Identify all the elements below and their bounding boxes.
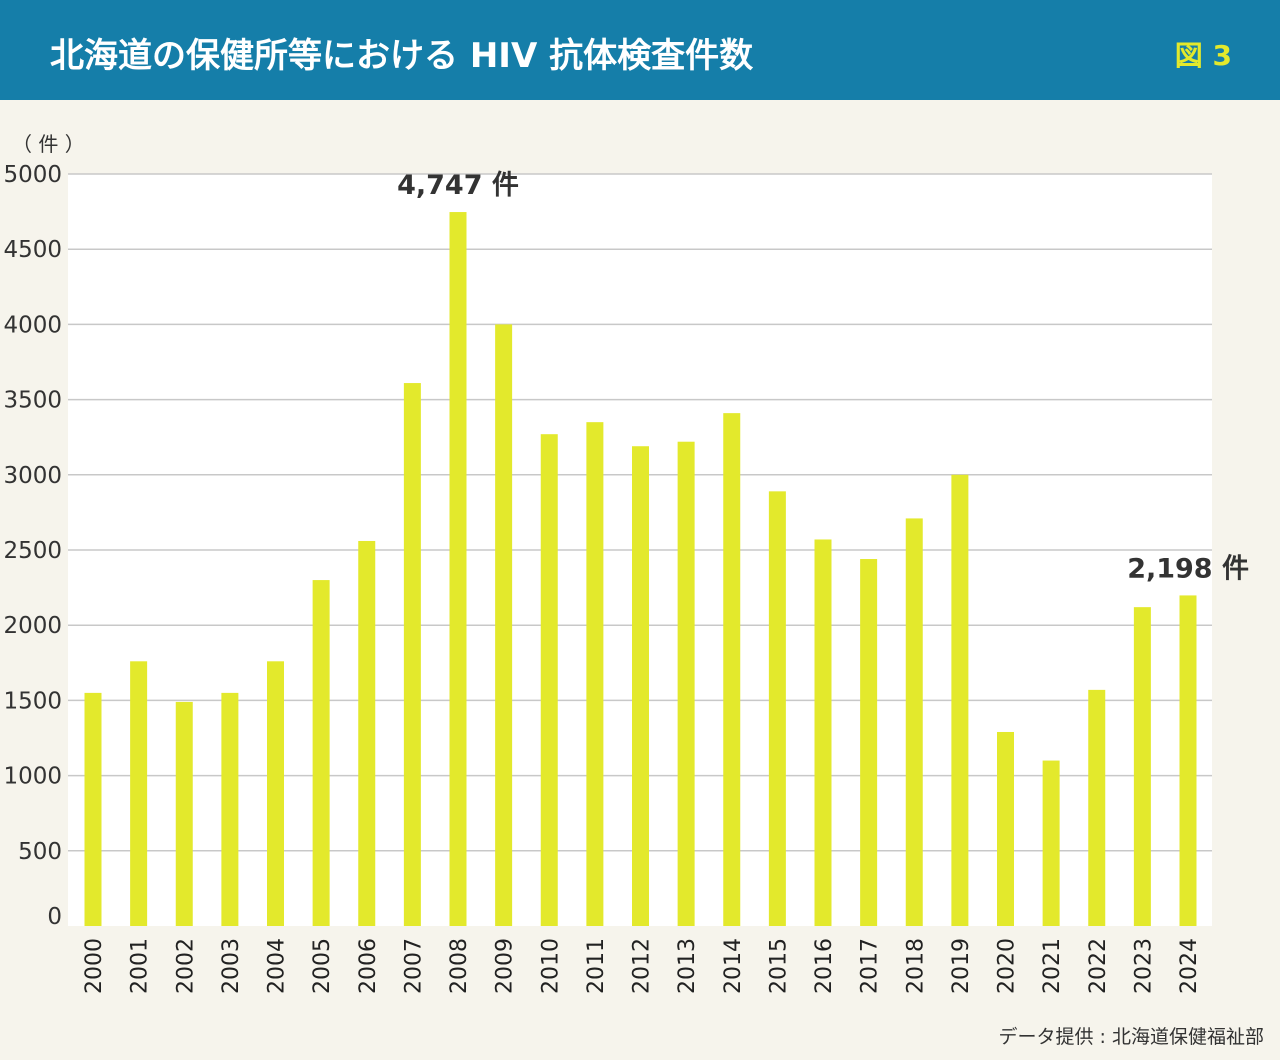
bar — [1042, 760, 1060, 926]
x-tick-label: 2010 — [538, 938, 563, 994]
y-tick-label: 0 — [47, 904, 62, 930]
x-tick-label: 2015 — [766, 938, 791, 994]
x-tick-label: 2012 — [630, 938, 655, 994]
bar — [1179, 595, 1197, 926]
data-source-credit: データ提供 : 北海道保健福祉部 — [998, 1026, 1264, 1048]
bar — [632, 446, 649, 926]
y-tick-label: 5000 — [3, 162, 62, 188]
header-bar: 北海道の保健所等における HIV 抗体検査件数 図 3 — [0, 0, 1280, 100]
x-tick-label: 2018 — [903, 938, 928, 994]
y-tick-label: 1500 — [3, 688, 62, 714]
x-tick-label: 2011 — [584, 938, 609, 994]
figure-label: 図 3 — [1174, 39, 1232, 72]
bar — [540, 434, 558, 926]
x-tick-label: 2007 — [401, 938, 426, 994]
bar — [997, 731, 1014, 926]
bar — [84, 692, 102, 926]
x-tick-label: 2008 — [447, 938, 472, 994]
bar — [403, 383, 421, 926]
bar — [951, 474, 969, 926]
x-tick-label: 2020 — [995, 938, 1020, 994]
y-tick-label: 3500 — [3, 388, 62, 414]
bar — [723, 413, 741, 926]
y-tick-label: 3000 — [3, 463, 62, 489]
bar — [312, 580, 330, 926]
x-tick-label: 2019 — [949, 938, 974, 994]
x-tick-label: 2004 — [265, 938, 290, 994]
y-tick-label: 4500 — [3, 237, 62, 263]
bar — [814, 539, 832, 926]
y-tick-label: 500 — [18, 839, 62, 865]
x-tick-label: 2022 — [1086, 938, 1111, 994]
x-tick-label: 2000 — [82, 938, 107, 994]
x-tick-label: 2024 — [1177, 938, 1202, 994]
x-tick-label: 2021 — [1040, 938, 1065, 994]
bar — [1088, 689, 1106, 926]
bar-chart: 0 500 1000 1500 2000 2500 3000 3500 4000 4500 5000… — [3, 162, 1249, 994]
bar — [905, 518, 923, 926]
x-tick-label: 2013 — [675, 938, 700, 994]
x-tick-label: 2023 — [1131, 938, 1156, 994]
bar — [175, 701, 193, 926]
data-label: 4,747 件 — [397, 170, 519, 201]
x-tick-label: 2014 — [721, 938, 746, 994]
bar — [449, 212, 467, 926]
x-tick-label: 2005 — [310, 938, 335, 994]
data-label: 2,198 件 — [1127, 553, 1249, 584]
bar — [586, 422, 604, 926]
y-tick-label: 2000 — [3, 613, 62, 639]
bar — [860, 559, 878, 926]
bar — [677, 441, 695, 926]
y-axis-unit-label: （ 件 ） — [12, 132, 85, 156]
x-tick-label: 2017 — [858, 938, 883, 994]
x-tick-label: 2001 — [128, 938, 153, 994]
bar — [495, 324, 513, 926]
page-title: 北海道の保健所等における HIV 抗体検査件数 — [50, 36, 754, 76]
y-tick-label: 4000 — [3, 312, 62, 338]
bar — [1133, 607, 1151, 926]
bar — [267, 661, 284, 926]
bar — [221, 692, 239, 926]
x-tick-label: 2009 — [493, 938, 518, 994]
x-tick-label: 2006 — [356, 938, 381, 994]
bar — [130, 661, 148, 926]
x-tick-label: 2002 — [173, 938, 198, 994]
y-tick-label: 2500 — [3, 538, 62, 564]
x-tick-label: 2003 — [219, 938, 244, 994]
bar — [358, 540, 376, 926]
y-tick-label: 1000 — [3, 764, 62, 790]
bar — [768, 491, 786, 926]
x-tick-label: 2016 — [812, 938, 837, 994]
